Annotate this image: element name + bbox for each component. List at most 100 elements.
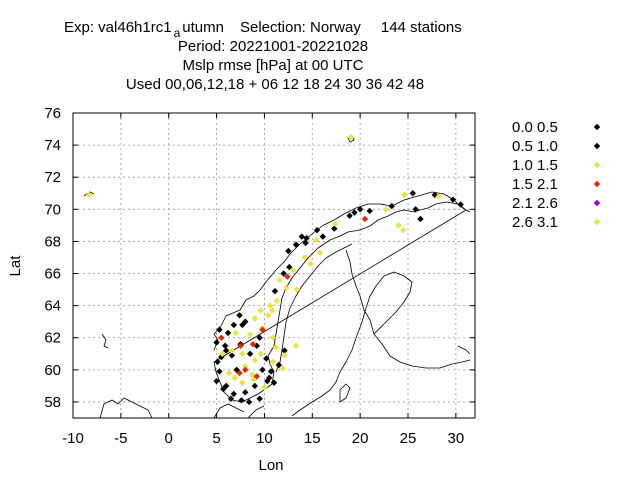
finland-east-coast <box>373 333 471 369</box>
station-marker <box>266 302 274 309</box>
legend: 0.0 0.5 0.5 1.0 1.0 1.5 1.5 2.1 2.1 2.6 2.6 3… <box>512 119 601 231</box>
station-marker <box>307 260 314 268</box>
station-marker <box>280 270 287 277</box>
x-tick-label: 20 <box>352 430 369 447</box>
station-marker <box>400 226 407 234</box>
station-marker <box>259 326 266 333</box>
station-marker <box>279 365 286 372</box>
y-ticks: 58 60 62 64 66 68 70 72 74 76 <box>44 105 475 411</box>
plot-border <box>72 112 476 419</box>
station-marker <box>236 312 243 319</box>
norway-coastline <box>213 191 471 403</box>
station-marker <box>256 334 263 341</box>
legend-marker <box>593 123 601 131</box>
x-ticks: -10 -5 0 5 10 15 20 25 30 <box>62 113 464 447</box>
station-marker <box>221 342 229 349</box>
station-marker <box>251 357 259 364</box>
y-tick-label: 74 <box>44 137 61 154</box>
station-marker <box>251 382 259 390</box>
title-line-3: Mslp rmse [hPa] at 00 UTC <box>183 57 364 74</box>
station-marker <box>222 382 230 390</box>
y-tick-label: 58 <box>44 394 61 411</box>
legend-marker <box>593 180 601 188</box>
data-points <box>86 133 464 406</box>
station-marker <box>271 287 279 295</box>
station-marker <box>231 374 238 382</box>
station-marker <box>319 233 327 240</box>
legend-marker <box>593 199 601 207</box>
title-exp-subscript: a <box>174 26 181 40</box>
station-marker <box>228 347 236 354</box>
station-marker <box>218 353 225 361</box>
station-marker <box>242 366 249 374</box>
station-marker <box>286 263 293 271</box>
station-marker <box>400 191 408 199</box>
station-marker <box>216 326 223 333</box>
gotland-island <box>339 383 351 403</box>
station-marker <box>281 347 288 354</box>
station-marker <box>269 334 277 341</box>
station-marker <box>395 222 402 229</box>
station-marker <box>259 366 266 374</box>
station-marker <box>356 206 364 213</box>
y-tick-label: 66 <box>44 266 61 283</box>
y-tick-label: 62 <box>44 330 61 347</box>
station-marker <box>270 379 278 386</box>
station-marker <box>86 191 93 199</box>
x-tick-label: 25 <box>400 430 417 447</box>
x-tick-label: -10 <box>62 430 84 447</box>
station-marker <box>331 225 338 232</box>
station-marker <box>227 395 235 402</box>
legend-marker <box>593 142 601 150</box>
title-exp-prefix: Exp: val46h1rc1 <box>64 19 172 36</box>
station-marker <box>251 315 259 322</box>
station-marker <box>449 196 457 203</box>
scotland-coast <box>99 397 153 419</box>
station-marker <box>347 133 354 141</box>
x-tick-label: 0 <box>165 430 173 447</box>
station-marker <box>246 350 254 357</box>
station-marker <box>238 397 245 404</box>
station-marker <box>267 368 275 375</box>
station-marker <box>409 190 416 197</box>
station-marker <box>417 215 424 223</box>
legend-label: 0.5 1.0 <box>512 138 558 155</box>
chart-title: Exp: val46h1rc1 a utumn Selection: Norway 14… <box>64 19 462 93</box>
station-marker <box>214 358 221 366</box>
station-marker <box>272 344 280 351</box>
y-tick-label: 60 <box>44 362 61 379</box>
legend-label: 1.5 2.1 <box>512 176 558 193</box>
station-marker <box>435 193 442 200</box>
station-marker <box>242 318 249 325</box>
station-marker <box>236 369 243 377</box>
station-marker <box>246 331 254 338</box>
title-selection: Selection: Norway <box>240 19 361 36</box>
jan-mayen-island <box>83 191 95 197</box>
station-marker <box>242 363 249 370</box>
title-line-4: Used 00,06,12,18 + 06 12 18 24 30 36 42 … <box>126 76 424 93</box>
station-marker <box>346 212 353 219</box>
station-marker <box>285 247 292 255</box>
station-marker <box>412 206 419 213</box>
legend-label: 0.0 0.5 <box>512 119 558 136</box>
x-tick-label: 5 <box>212 430 220 447</box>
title-stations: 144 stations <box>381 19 462 36</box>
station-marker <box>281 352 288 359</box>
station-marker <box>225 369 233 377</box>
station-marker <box>316 249 324 256</box>
coastline-map <box>83 135 471 419</box>
y-tick-label: 76 <box>44 105 61 122</box>
station-marker <box>230 390 237 398</box>
station-marker <box>219 350 226 357</box>
x-axis-label: Lon <box>258 457 283 474</box>
station-marker <box>245 398 253 406</box>
station-marker <box>239 350 246 357</box>
denmark-coast <box>213 403 265 419</box>
station-marker <box>249 340 257 348</box>
legend-label: 2.1 2.6 <box>512 195 558 212</box>
station-marker <box>382 206 390 213</box>
station-marker <box>253 373 260 380</box>
y-tick-label: 68 <box>44 233 61 250</box>
station-marker <box>213 377 220 385</box>
